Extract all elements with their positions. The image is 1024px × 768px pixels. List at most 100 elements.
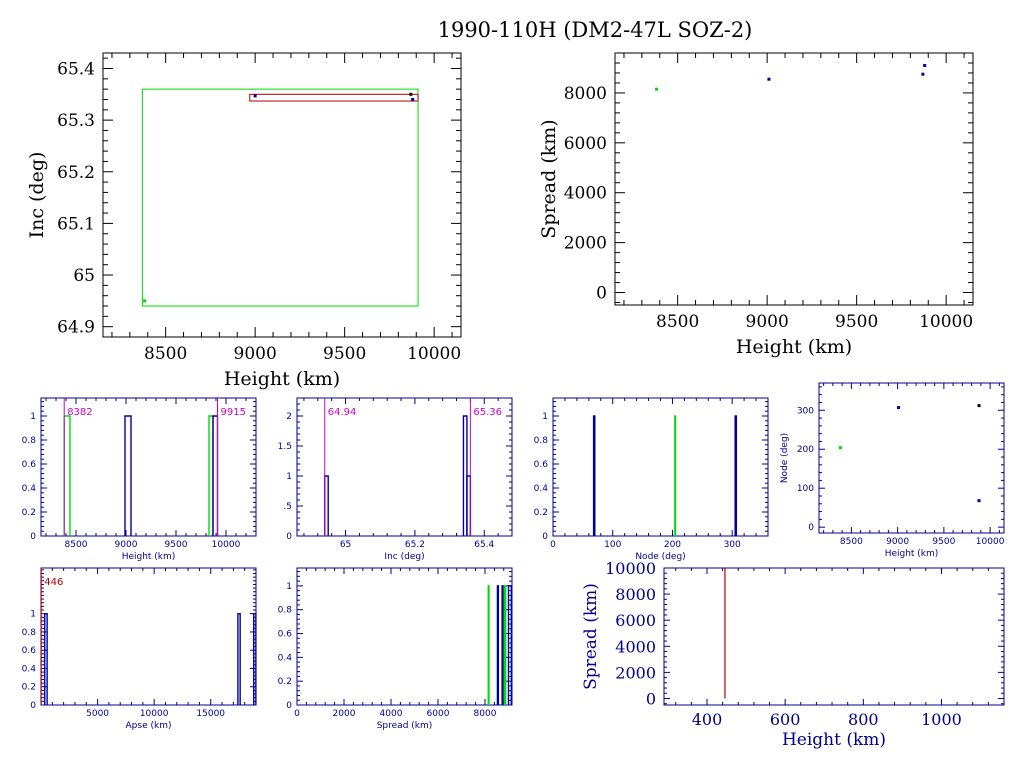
data-point	[977, 499, 981, 503]
x-tick-label: 4000	[380, 709, 403, 719]
y-tick-label: 300	[797, 406, 814, 416]
y-tick-label: 0.4	[22, 664, 37, 674]
y-tick-label: 100	[797, 484, 814, 494]
y-tick-label: 0.4	[22, 484, 37, 494]
y-tick-label: 0	[646, 689, 656, 708]
limit-marker-label: 64.94	[328, 407, 357, 418]
data-point	[897, 406, 901, 410]
y-tick-label: 0	[30, 701, 36, 711]
chart-height-hist: 8500 9000 9500 10000 0 0.2 0.4 0.6 0.8 1 Height (k…	[22, 397, 257, 562]
x-tick-label: 800	[848, 710, 879, 729]
x-tick-label: 6000	[427, 709, 450, 719]
plot-frame	[40, 397, 257, 537]
data-point	[838, 446, 842, 450]
chart-spread-vs-perigee: 400 600 800 10000200040006000800010000Heigh…	[581, 559, 1005, 750]
y-tick-label: 4000	[564, 184, 607, 204]
x-tick-label: 9500	[835, 312, 878, 332]
y-tick-label: 0.6	[22, 460, 37, 470]
plot-frame	[40, 567, 257, 706]
chart-node-hist: 0 100 200 300 0 0.2 0.4 0.6 0.8 1 Node (deg)	[534, 397, 769, 562]
x-tick-label: 8500	[840, 537, 863, 547]
y-tick-label: 0.8	[22, 436, 37, 446]
x-tick-label: 10000	[212, 540, 241, 550]
y-tick-label: 200	[797, 445, 814, 455]
x-tick-label: 9000	[886, 537, 909, 547]
y-tick-label: .5	[283, 502, 292, 512]
plot-frame	[296, 397, 513, 537]
x-tick-label: 10000	[407, 344, 461, 364]
y-tick-label: 0.8	[278, 606, 293, 616]
histogram-bar	[507, 585, 512, 705]
y-tick-label: 65.4	[57, 59, 95, 79]
x-axis-label: Height (km)	[736, 336, 852, 358]
y-tick-label: 0.6	[534, 460, 549, 470]
y-tick-label: 2	[286, 412, 292, 422]
y-tick-label: 6000	[615, 611, 656, 630]
data-point	[655, 87, 659, 91]
x-tick-label: 600	[770, 710, 801, 729]
x-tick-label: 10000	[976, 537, 1005, 547]
y-tick-label: 0	[542, 532, 548, 542]
x-tick-label: 100	[604, 540, 621, 550]
x-tick-label: 9000	[746, 312, 789, 332]
plot-frame	[614, 52, 974, 306]
y-tick-label: 1	[286, 472, 292, 482]
y-tick-label: 0	[596, 284, 607, 304]
x-tick-label: 8500	[65, 540, 88, 550]
x-tick-label: 9000	[115, 540, 138, 550]
x-tick-label: 10000	[919, 312, 973, 332]
y-tick-label: 0.6	[278, 630, 293, 640]
x-axis-label: Height (km)	[782, 730, 886, 750]
histogram-bar	[124, 415, 132, 536]
data-point	[409, 92, 413, 96]
y-tick-label: 2000	[615, 663, 656, 682]
range-box-green	[141, 88, 419, 307]
x-axis-label: Height (km)	[122, 552, 176, 562]
x-axis-label: Node (deg)	[635, 552, 685, 562]
y-tick-label: 0.8	[22, 628, 37, 638]
y-axis-label: Node (deg)	[780, 433, 790, 483]
y-tick-label: 1	[286, 582, 292, 592]
histogram-bar	[237, 612, 241, 705]
y-tick-label: 65.2	[57, 163, 95, 183]
y-tick-label: 0.4	[278, 653, 293, 663]
x-tick-label: 8000	[474, 709, 497, 719]
y-tick-label: 65	[73, 266, 95, 286]
limit-marker-label: 446	[44, 577, 63, 588]
histogram-bar	[503, 585, 507, 705]
plot-frame	[663, 567, 1005, 706]
y-tick-label: 0	[286, 532, 292, 542]
y-tick-label: 6000	[564, 134, 607, 154]
y-tick-label: 0.6	[22, 646, 37, 656]
histogram-bar	[324, 475, 329, 536]
limit-marker-label: 9915	[221, 407, 246, 418]
y-tick-label: 8000	[615, 585, 656, 604]
data-point	[253, 94, 257, 98]
x-tick-label: 0	[550, 540, 556, 550]
y-tick-label: 1	[30, 412, 36, 422]
chart-inc-hist: 65 65.2 65.4 0 .5 1 1.5 2 Inc (deg) 64.94 65.36	[278, 397, 513, 562]
chart-apse-hist: 5000 10000 15000 0 0.2 0.4 0.6 0.8 1 Apse (km) 446	[22, 567, 257, 731]
x-tick-label: 65.4	[474, 540, 494, 550]
x-axis-label: Inc (deg)	[384, 552, 424, 562]
histogram-bar	[63, 415, 71, 536]
y-tick-label: 1	[542, 412, 548, 422]
y-tick-label: 0.8	[534, 436, 549, 446]
chart-inc-vs-height: 8500 9000 9500 10000 64.9 65 65.1 65.2 65.3 65.4 H…	[26, 52, 462, 390]
x-tick-label: 1000	[921, 710, 962, 729]
data-point	[921, 72, 925, 76]
x-tick-label: 8500	[656, 312, 699, 332]
histogram-bar	[487, 585, 490, 705]
range-box-red	[249, 93, 419, 102]
chart-spread-hist: 0 2000 4000 6000 8000 0 0.2 0.4 0.6 0.8 1 Spread (k…	[278, 567, 513, 731]
histogram-bar	[501, 585, 504, 705]
y-tick-label: 0	[808, 523, 814, 533]
x-tick-label: 15000	[196, 709, 225, 719]
y-tick-label: 10000	[605, 559, 656, 578]
x-tick-label: 65	[340, 540, 351, 550]
y-tick-label: 1	[30, 610, 36, 620]
x-tick-label: 200	[664, 540, 681, 550]
x-tick-label: 300	[724, 540, 741, 550]
histogram-bar	[212, 415, 219, 536]
